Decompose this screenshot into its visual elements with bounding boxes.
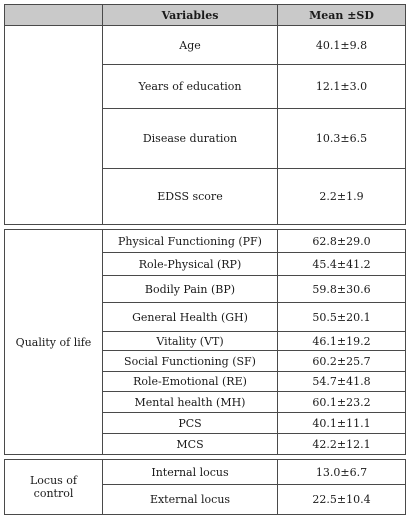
table-row: Role-Emotional (RE) 54.7±41.8 bbox=[5, 371, 406, 392]
variable-cell: Vitality (VT) bbox=[102, 331, 278, 351]
value-cell: 62.8±29.0 bbox=[277, 229, 406, 253]
header-variables: Variables bbox=[102, 4, 278, 26]
value-cell: 12.1±3.0 bbox=[277, 64, 406, 109]
header-row: Variables Mean ±SD bbox=[4, 4, 406, 26]
header-mean-sd: Mean ±SD bbox=[277, 4, 406, 26]
results-table: Variables Mean ±SD Age 40.1±9.8 Years of… bbox=[4, 4, 406, 515]
variable-cell: Years of education bbox=[102, 64, 278, 109]
value-cell: 45.4±41.2 bbox=[277, 252, 406, 276]
locus-of-control-label: Locus of control bbox=[4, 459, 103, 515]
variable-cell: PCS bbox=[102, 412, 278, 434]
variable-cell: Internal locus bbox=[102, 459, 278, 485]
table-row: EDSS score 2.2±1.9 bbox=[5, 168, 406, 225]
value-cell: 13.0±6.7 bbox=[277, 459, 406, 485]
variable-cell: Role-Emotional (RE) bbox=[102, 371, 278, 392]
value-cell: 10.3±6.5 bbox=[277, 108, 406, 169]
value-cell: 54.7±41.8 bbox=[277, 371, 406, 392]
variable-cell: Role-Physical (RP) bbox=[102, 252, 278, 276]
value-cell: 22.5±10.4 bbox=[277, 484, 406, 515]
value-cell: 60.1±23.2 bbox=[277, 391, 406, 413]
value-cell: 46.1±19.2 bbox=[277, 331, 406, 351]
quality-of-life-label: Quality of life bbox=[4, 229, 103, 455]
variable-cell: Mental health (MH) bbox=[102, 391, 278, 413]
value-cell: 42.2±12.1 bbox=[277, 433, 406, 455]
variable-cell: MCS bbox=[102, 433, 278, 455]
header-group-cell bbox=[4, 4, 103, 26]
value-cell: 59.8±30.6 bbox=[277, 275, 406, 303]
table-row: General Health (GH) 50.5±20.1 bbox=[5, 302, 406, 332]
table-row: Locus of control Internal locus 13.0±6.7 bbox=[4, 459, 406, 515]
table-row: Quality of life Physical Functioning (PF… bbox=[4, 229, 406, 455]
variable-cell: Age bbox=[102, 25, 278, 65]
table-row: PCS 40.1±11.1 bbox=[5, 412, 406, 434]
value-cell: 60.2±25.7 bbox=[277, 350, 406, 372]
variable-cell: Physical Functioning (PF) bbox=[102, 229, 278, 253]
table-row: Mental health (MH) 60.1±23.2 bbox=[5, 391, 406, 413]
table-row: Disease duration 10.3±6.5 bbox=[5, 108, 406, 169]
table-row: MCS 42.2±12.1 bbox=[5, 433, 406, 455]
variable-cell: Disease duration bbox=[102, 108, 278, 169]
value-cell: 40.1±9.8 bbox=[277, 25, 406, 65]
table-row: Age 40.1±9.8 bbox=[4, 25, 406, 225]
table-row: Years of education 12.1±3.0 bbox=[5, 64, 406, 109]
variable-cell: General Health (GH) bbox=[102, 302, 278, 332]
table-row: Vitality (VT) 46.1±19.2 bbox=[5, 331, 406, 351]
variable-cell: EDSS score bbox=[102, 168, 278, 225]
value-cell: 40.1±11.1 bbox=[277, 412, 406, 434]
value-cell: 2.2±1.9 bbox=[277, 168, 406, 225]
variable-cell: Bodily Pain (BP) bbox=[102, 275, 278, 303]
variable-cell: External locus bbox=[102, 484, 278, 515]
table-row: External locus 22.5±10.4 bbox=[5, 484, 406, 515]
variable-cell: Social Functioning (SF) bbox=[102, 350, 278, 372]
demographics-group-cell bbox=[4, 25, 103, 225]
value-cell: 50.5±20.1 bbox=[277, 302, 406, 332]
table-row: Bodily Pain (BP) 59.8±30.6 bbox=[5, 275, 406, 303]
